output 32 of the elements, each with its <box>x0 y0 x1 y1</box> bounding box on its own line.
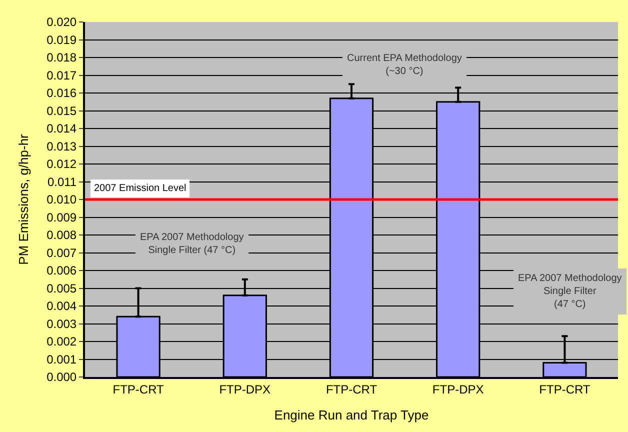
y-tick-label: 0.016 <box>46 86 77 100</box>
y-tick-label: 0.002 <box>46 334 77 349</box>
y-tick-label: 0.008 <box>46 228 77 242</box>
y-axis-title: PM Emissions, g/hp-hr <box>16 133 32 265</box>
y-tick-label: 0.003 <box>46 316 77 331</box>
y-tick-label: 0.006 <box>46 264 77 278</box>
ref-line-label: 2007 Emission Level <box>94 183 186 194</box>
y-tick-label: 0.007 <box>46 246 77 260</box>
annotation: EPA 2007 Methodology Single Filter (47 °C) <box>518 273 622 310</box>
y-tick-label: 0.005 <box>46 281 77 296</box>
x-tick-label: FTP-CRT <box>112 382 165 396</box>
y-tick-label: 0.019 <box>46 32 77 47</box>
y-tick-label: 0.001 <box>46 352 77 366</box>
y-tick-label: 0.009 <box>46 210 77 224</box>
y-tick-label: 0.018 <box>46 50 77 65</box>
x-tick-label: FTP-CRT <box>326 382 378 396</box>
y-tick-label: 0.000 <box>46 370 77 384</box>
y-tick-label: 0.017 <box>46 68 77 82</box>
x-axis-title: Engine Run and Trap Type <box>274 408 429 422</box>
x-tick-label: FTP-DPX <box>432 382 484 396</box>
y-tick-label: 0.004 <box>46 299 77 314</box>
y-tick-label: 0.013 <box>46 139 77 154</box>
y-tick-label: 0.015 <box>46 104 77 118</box>
y-tick-label: 0.012 <box>46 157 77 172</box>
y-tick-label: 0.014 <box>46 122 77 136</box>
annotation: Current EPA Methodology (~30 °C) <box>347 53 462 77</box>
x-tick-label: FTP-CRT <box>539 382 591 396</box>
x-tick-label: FTP-DPX <box>219 382 271 396</box>
annotation: EPA 2007 Methodology Single Filter (47 °C) <box>140 232 244 256</box>
y-tick-label: 0.011 <box>47 174 77 189</box>
y-tick-label: 0.020 <box>46 15 77 30</box>
y-tick-label: 0.010 <box>46 192 77 207</box>
